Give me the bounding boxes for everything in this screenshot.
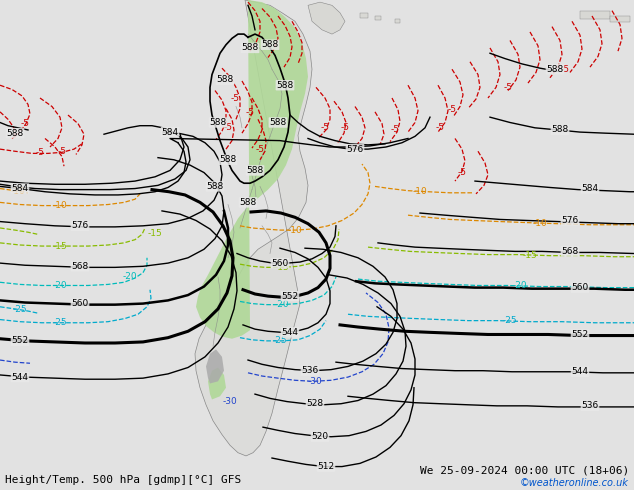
Text: -5: -5 — [256, 145, 264, 154]
Polygon shape — [360, 13, 368, 18]
Text: 588: 588 — [276, 81, 294, 90]
Text: 576: 576 — [72, 221, 89, 230]
Text: 588: 588 — [261, 40, 278, 49]
Text: 576: 576 — [346, 145, 364, 154]
Text: 588: 588 — [242, 44, 259, 52]
Text: -5: -5 — [224, 123, 233, 132]
Text: 520: 520 — [311, 432, 328, 441]
Text: 544: 544 — [571, 368, 588, 376]
Text: -5: -5 — [20, 119, 30, 128]
Text: -15: -15 — [53, 242, 67, 250]
Text: -5: -5 — [458, 168, 467, 177]
Text: -5: -5 — [321, 123, 330, 132]
Polygon shape — [395, 19, 400, 24]
Text: 568: 568 — [561, 247, 579, 256]
Text: 512: 512 — [318, 462, 335, 471]
Text: -15: -15 — [275, 263, 289, 272]
Text: -20: -20 — [53, 281, 67, 290]
Text: -5: -5 — [391, 125, 399, 134]
Text: 588: 588 — [269, 118, 287, 127]
Text: 560: 560 — [271, 259, 288, 268]
Text: ©weatheronline.co.uk: ©weatheronline.co.uk — [520, 478, 629, 488]
Text: 588: 588 — [216, 75, 233, 84]
Text: 560: 560 — [72, 299, 89, 308]
Text: We 25-09-2024 00:00 UTC (18+06): We 25-09-2024 00:00 UTC (18+06) — [420, 465, 629, 475]
Text: -25: -25 — [13, 305, 27, 315]
Text: -5: -5 — [503, 83, 512, 92]
Text: -10: -10 — [413, 187, 427, 196]
Text: 568: 568 — [72, 262, 89, 271]
Text: -30: -30 — [223, 397, 237, 406]
Text: 584: 584 — [162, 127, 179, 137]
Text: -20: -20 — [123, 272, 138, 281]
Text: 544: 544 — [281, 328, 299, 337]
Text: 588: 588 — [247, 166, 264, 175]
Text: -10: -10 — [533, 219, 547, 228]
Text: 536: 536 — [581, 401, 598, 410]
Polygon shape — [196, 0, 308, 339]
Text: 588: 588 — [207, 182, 224, 191]
Text: -10: -10 — [11, 187, 25, 196]
Text: 576: 576 — [561, 216, 579, 225]
Text: -5: -5 — [58, 147, 67, 156]
Text: 588: 588 — [240, 198, 257, 207]
Text: -5: -5 — [231, 94, 240, 102]
Text: 584: 584 — [11, 184, 29, 193]
Text: 552: 552 — [571, 330, 588, 339]
Text: -25: -25 — [503, 316, 517, 325]
Text: 552: 552 — [11, 336, 29, 345]
Text: -30: -30 — [307, 377, 322, 386]
Text: 528: 528 — [306, 399, 323, 408]
Text: -15: -15 — [522, 251, 538, 260]
Text: -5: -5 — [245, 108, 254, 118]
Text: 560: 560 — [571, 283, 588, 292]
Text: -25: -25 — [273, 336, 287, 345]
Polygon shape — [195, 0, 312, 456]
Text: 536: 536 — [301, 366, 319, 375]
Text: 588: 588 — [209, 118, 226, 127]
Text: Height/Temp. 500 hPa [gdmp][°C] GFS: Height/Temp. 500 hPa [gdmp][°C] GFS — [5, 475, 242, 485]
Text: 584: 584 — [581, 184, 598, 193]
Text: 544: 544 — [11, 372, 29, 382]
Polygon shape — [580, 11, 610, 19]
Polygon shape — [610, 16, 630, 23]
Text: -15: -15 — [148, 229, 162, 238]
Text: -20: -20 — [513, 281, 527, 290]
Text: -5: -5 — [436, 123, 444, 132]
Text: 588: 588 — [219, 155, 236, 164]
Text: -5: -5 — [340, 123, 349, 132]
Text: -5: -5 — [36, 148, 44, 157]
Text: 588: 588 — [6, 129, 23, 138]
Text: -25: -25 — [53, 318, 67, 327]
Text: -10: -10 — [288, 225, 302, 235]
Text: -20: -20 — [275, 300, 289, 309]
Text: -5: -5 — [448, 105, 456, 114]
Text: -5: -5 — [560, 65, 569, 74]
Text: 552: 552 — [281, 292, 299, 301]
Polygon shape — [206, 349, 224, 384]
Polygon shape — [208, 368, 226, 399]
Text: -10: -10 — [53, 201, 67, 210]
Text: 588: 588 — [552, 125, 569, 134]
Polygon shape — [375, 16, 381, 20]
Text: 588: 588 — [547, 65, 564, 74]
Polygon shape — [308, 2, 345, 34]
